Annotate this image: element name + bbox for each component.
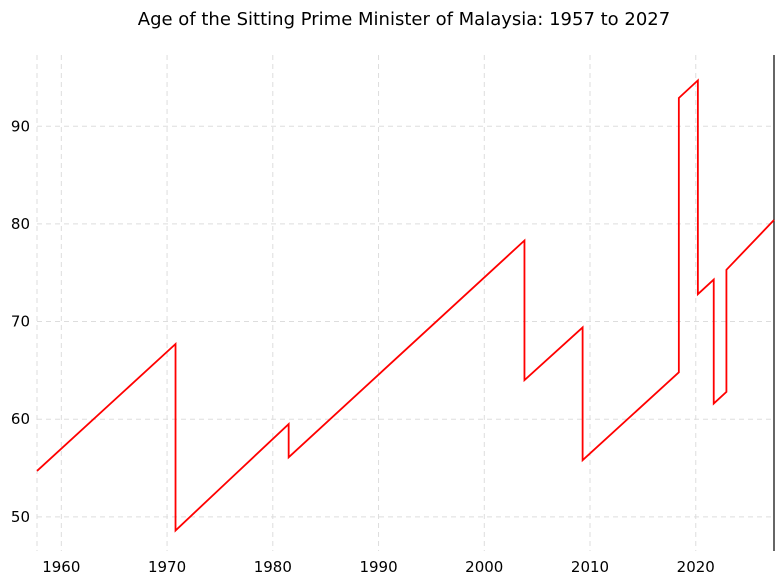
series-line-0 [36, 78, 775, 533]
y-tick-label-50: 50 [11, 508, 30, 526]
grid-lines [36, 55, 774, 551]
x-tick-label-1990: 1990 [359, 558, 397, 576]
chart-title: Age of the Sitting Prime Minister of Mal… [138, 9, 670, 30]
y-tick-label-90: 90 [11, 117, 30, 135]
y-tick-label-80: 80 [11, 215, 30, 233]
x-axis-ticks: 1960 1970 1980 1990 2000 2010 2020 [42, 558, 715, 576]
x-tick-label-2000: 2000 [465, 558, 503, 576]
y-tick-label-70: 70 [11, 313, 30, 331]
series-group [36, 78, 775, 533]
x-tick-label-1960: 1960 [42, 558, 80, 576]
x-tick-label-1970: 1970 [148, 558, 186, 576]
x-tick-label-2010: 2010 [571, 558, 609, 576]
x-tick-label-2020: 2020 [677, 558, 715, 576]
x-tick-label-1980: 1980 [254, 558, 292, 576]
y-axis-ticks: 50 60 70 80 90 [11, 117, 30, 526]
y-tick-label-60: 60 [11, 410, 30, 428]
